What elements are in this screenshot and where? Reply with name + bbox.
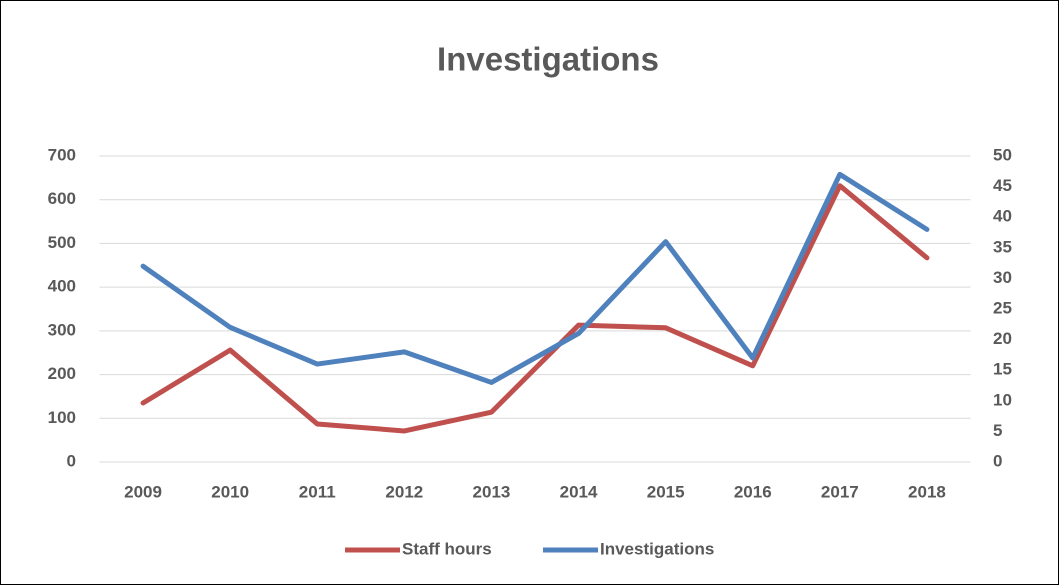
y2-tick-label: 45 [993, 176, 1012, 195]
y2-tick-label: 25 [993, 298, 1012, 317]
chart-title: Investigations [437, 41, 659, 78]
x-tick-label: 2010 [211, 482, 249, 501]
y2-tick-label: 20 [993, 329, 1012, 348]
y2-tick-label: 0 [993, 451, 1002, 470]
y-tick-label: 400 [48, 277, 76, 296]
y-tick-label: 200 [48, 364, 76, 383]
x-tick-label: 2015 [647, 482, 685, 501]
x-tick-label: 2018 [908, 482, 946, 501]
legend-label: Investigations [600, 539, 714, 558]
x-tick-label: 2016 [734, 482, 772, 501]
y-tick-label: 0 [67, 451, 76, 470]
x-tick-label: 2014 [560, 482, 598, 501]
x-tick-label: 2013 [473, 482, 511, 501]
y2-tick-label: 15 [993, 360, 1012, 379]
y2-tick-label: 35 [993, 237, 1012, 256]
y2-tick-label: 50 [993, 145, 1012, 164]
x-tick-label: 2017 [821, 482, 859, 501]
y-tick-label: 600 [48, 189, 76, 208]
y-tick-label: 500 [48, 233, 76, 252]
x-tick-label: 2011 [299, 482, 336, 501]
y-tick-label: 300 [48, 320, 76, 339]
y2-tick-label: 10 [993, 390, 1012, 409]
y2-tick-label: 5 [993, 421, 1002, 440]
y2-tick-label: 30 [993, 268, 1012, 287]
x-tick-label: 2009 [124, 482, 162, 501]
line-series [140, 183, 930, 434]
y2-tick-label: 40 [993, 207, 1012, 226]
line-series [140, 171, 930, 385]
x-tick-label: 2012 [385, 482, 423, 501]
legend-label: Staff hours [402, 539, 492, 558]
y-tick-label: 100 [48, 408, 76, 427]
y-tick-label: 700 [48, 145, 76, 164]
